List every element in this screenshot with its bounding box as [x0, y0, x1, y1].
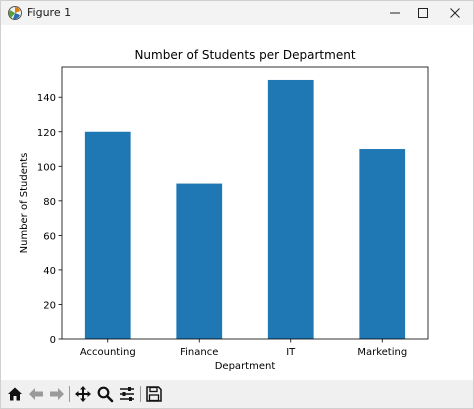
pan-button[interactable] — [73, 384, 93, 404]
zoom-magnifier-icon — [97, 386, 114, 403]
forward-arrow-icon — [50, 388, 64, 400]
figure-canvas: 0 20 40 60 80 100 120 140 Accounting Finance IT Mar… — [1, 25, 473, 380]
y-tick-label: 40 — [43, 266, 56, 277]
axes-frame — [61, 66, 429, 340]
minimize-icon — [390, 12, 400, 14]
zoom-button[interactable] — [95, 384, 115, 404]
y-tick-label: 140 — [37, 93, 56, 104]
bar-chart: 0 20 40 60 80 100 120 140 Accounting Finance IT Mar… — [19, 48, 429, 372]
x-tick-label: Finance — [180, 347, 218, 358]
y-tick-label: 0 — [50, 335, 56, 346]
subplots-config-icon — [120, 387, 134, 401]
bar-it — [267, 79, 314, 339]
bar-finance — [176, 183, 223, 339]
forward-button[interactable] — [47, 384, 67, 404]
navigation-toolbar — [1, 380, 473, 408]
maximize-icon — [418, 8, 428, 18]
home-icon — [8, 387, 22, 401]
home-button[interactable] — [5, 384, 25, 404]
x-tick-label: IT — [286, 347, 296, 358]
close-button[interactable] — [437, 1, 473, 25]
back-arrow-icon — [29, 388, 43, 400]
x-tick-label: Marketing — [357, 347, 407, 358]
window-title: Figure 1 — [27, 6, 72, 19]
maximize-button[interactable] — [405, 1, 441, 25]
save-floppy-icon — [146, 386, 162, 402]
matplotlib-figure-icon — [8, 6, 22, 20]
chart-title: Number of Students per Department — [134, 48, 355, 62]
y-tick-label: 20 — [43, 300, 56, 311]
y-tick-label: 80 — [43, 197, 56, 208]
save-button[interactable] — [144, 384, 164, 404]
toolbar-separator — [69, 386, 70, 402]
y-tick-label: 120 — [37, 128, 56, 139]
title-bar: Figure 1 — [1, 1, 473, 25]
bar-accounting — [84, 131, 131, 339]
subplots-button[interactable] — [117, 384, 137, 404]
toolbar-separator — [140, 386, 141, 402]
y-tick-label: 100 — [37, 162, 56, 173]
pan-move-icon — [75, 386, 91, 402]
minimize-button[interactable] — [377, 1, 413, 25]
x-tick-label: Accounting — [80, 347, 136, 358]
y-tick-label: 60 — [43, 231, 56, 242]
y-axis-label: Number of Students — [19, 153, 30, 254]
close-icon — [450, 8, 460, 18]
bar-marketing — [359, 149, 406, 339]
back-button[interactable] — [26, 384, 46, 404]
x-axis-label: Department — [215, 361, 276, 372]
